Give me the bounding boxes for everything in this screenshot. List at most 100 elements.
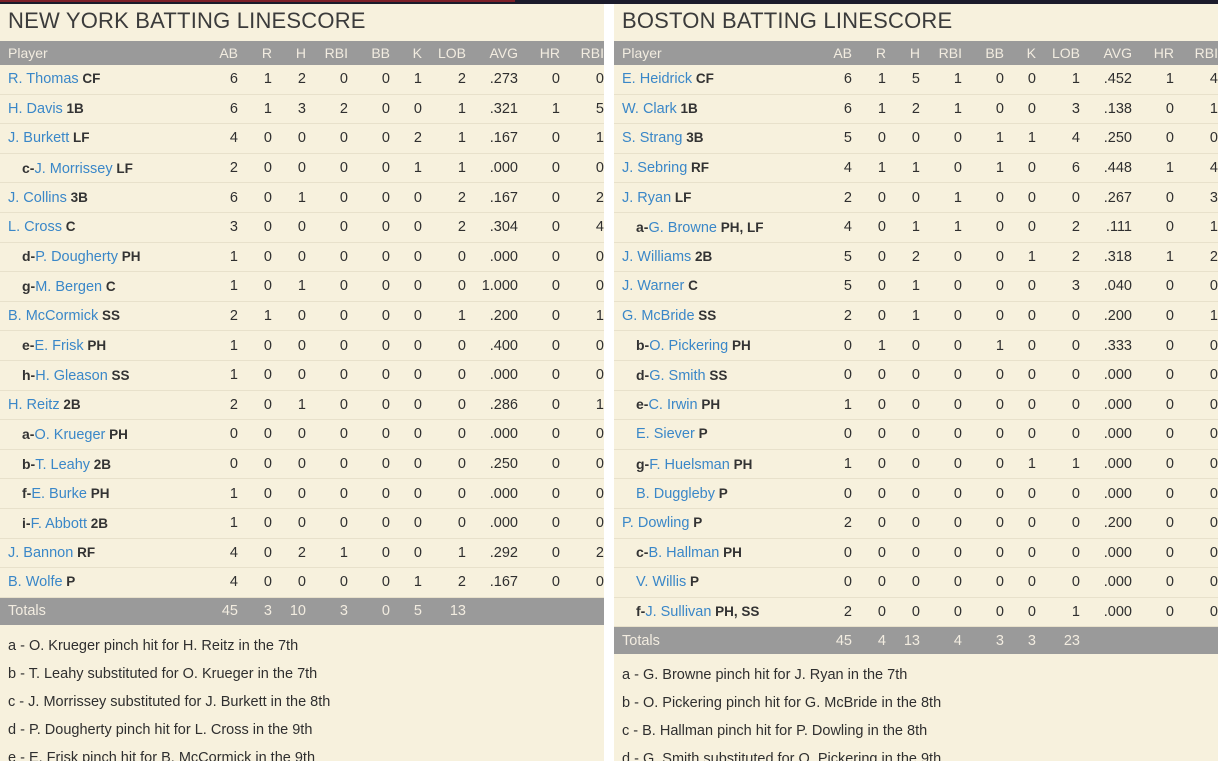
column-header-bb[interactable]: BB (348, 41, 390, 65)
table-row[interactable]: g-F. Huelsman PH 1 0 0 0 0 1 1.000 0 0 (614, 449, 1218, 480)
player-name-link[interactable]: E. Burke (31, 486, 87, 503)
table-row[interactable]: P. Dowling P 2 0 0 0 0 0 0.200 0 0 (614, 508, 1218, 539)
player-cell[interactable]: i-F. Abbott 2B (0, 508, 200, 539)
player-name-link[interactable]: B. Duggleby (636, 485, 715, 502)
player-name-link[interactable]: O. Pickering (649, 338, 729, 355)
player-cell[interactable]: E. Heidrick CF (614, 65, 814, 95)
table-row[interactable]: g-M. Bergen C 1 0 1 0 0 0 0 1.000 0 0 (0, 271, 604, 302)
column-header-player[interactable]: Player (614, 41, 814, 65)
player-cell[interactable]: J. Burkett LF (0, 123, 200, 154)
player-cell[interactable]: e-C. Irwin PH (614, 390, 814, 421)
player-cell[interactable]: h-H. Gleason SS (0, 360, 200, 391)
column-header-bb[interactable]: BB (962, 41, 1004, 65)
column-header-lob[interactable]: LOB (422, 41, 466, 65)
player-name-link[interactable]: O. Krueger (34, 426, 106, 443)
player-name-link[interactable]: J. Collins (8, 189, 67, 206)
table-row[interactable]: a-G. Browne PH, LF 4 0 1 1 0 0 2.111 0 1 (614, 212, 1218, 243)
player-name-link[interactable]: H. Gleason (35, 367, 108, 384)
player-cell[interactable]: b-O. Pickering PH (614, 330, 814, 361)
column-header-r[interactable]: R (852, 41, 886, 65)
table-row[interactable]: f-E. Burke PH 1 0 0 0 0 0 0.000 0 0 (0, 478, 604, 509)
table-row[interactable]: J. Ryan LF 2 0 0 1 0 0 0.267 0 3 (614, 182, 1218, 213)
table-row[interactable]: f-J. Sullivan PH, SS 2 0 0 0 0 0 1.000 0 0 (614, 597, 1218, 628)
table-row[interactable]: e-E. Frisk PH 1 0 0 0 0 0 0.400 0 0 (0, 330, 604, 361)
table-row[interactable]: J. Collins 3B 6 0 1 0 0 0 2.167 0 2 (0, 182, 604, 213)
player-cell[interactable]: a-G. Browne PH, LF (614, 212, 814, 243)
player-name-link[interactable]: E. Siever (636, 426, 695, 443)
table-row[interactable]: b-O. Pickering PH 0 1 0 0 1 0 0.333 0 0 (614, 330, 1218, 361)
player-name-link[interactable]: H. Reitz (8, 396, 60, 413)
player-cell[interactable]: L. Cross C (0, 212, 200, 243)
player-name-link[interactable]: J. Warner (622, 278, 685, 295)
player-cell[interactable]: J. Collins 3B (0, 182, 200, 213)
player-name-link[interactable]: J. Burkett (8, 130, 70, 147)
table-row[interactable]: R. Thomas CF 6 1 2 0 0 1 2.273 0 0 (0, 65, 604, 95)
player-name-link[interactable]: J. Williams (622, 248, 692, 265)
player-name-link[interactable]: P. Dougherty (35, 249, 118, 266)
table-row[interactable]: d-G. Smith SS 0 0 0 0 0 0 0.000 0 0 (614, 360, 1218, 391)
player-cell[interactable]: G. McBride SS (614, 301, 814, 332)
column-header-rbi-season[interactable]: RBI (560, 41, 604, 65)
player-cell[interactable]: E. Siever P (614, 419, 814, 450)
player-cell[interactable]: V. Willis P (614, 567, 814, 598)
player-cell[interactable]: W. Clark 1B (614, 94, 814, 125)
table-row[interactable]: i-F. Abbott 2B 1 0 0 0 0 0 0.000 0 0 (0, 508, 604, 539)
column-header-hr[interactable]: HR (1132, 41, 1174, 65)
player-name-link[interactable]: J. Sullivan (645, 604, 712, 621)
player-name-link[interactable]: G. Smith (649, 367, 706, 384)
player-name-link[interactable]: J. Sebring (622, 160, 688, 177)
player-name-link[interactable]: W. Clark (622, 100, 677, 117)
table-row[interactable]: B. McCormick SS 2 1 0 0 0 0 1.200 0 1 (0, 301, 604, 332)
player-name-link[interactable]: T. Leahy (35, 456, 91, 473)
player-cell[interactable]: f-J. Sullivan PH, SS (614, 597, 814, 628)
column-header-k[interactable]: K (390, 41, 422, 65)
column-header-k[interactable]: K (1004, 41, 1036, 65)
player-cell[interactable]: a-O. Krueger PH (0, 419, 200, 450)
player-name-link[interactable]: B. Wolfe (8, 574, 63, 591)
player-cell[interactable]: e-E. Frisk PH (0, 330, 200, 361)
table-row[interactable]: G. McBride SS 2 0 1 0 0 0 0.200 0 1 (614, 301, 1218, 332)
column-header-avg[interactable]: AVG (466, 41, 518, 65)
table-row[interactable]: J. Sebring RF 4 1 1 0 1 0 6.448 1 4 (614, 153, 1218, 184)
player-cell[interactable]: J. Williams 2B (614, 242, 814, 273)
column-header-player[interactable]: Player (0, 41, 200, 65)
table-row[interactable]: E. Siever P 0 0 0 0 0 0 0.000 0 0 (614, 419, 1218, 450)
player-cell[interactable]: H. Reitz 2B (0, 390, 200, 421)
column-header-h[interactable]: H (272, 41, 306, 65)
player-name-link[interactable]: B. McCormick (8, 308, 99, 325)
player-cell[interactable]: H. Davis 1B (0, 94, 200, 125)
player-cell[interactable]: B. Wolfe P (0, 567, 200, 598)
table-row[interactable]: B. Wolfe P 4 0 0 0 0 1 2.167 0 0 (0, 567, 604, 598)
player-name-link[interactable]: S. Strang (622, 130, 683, 147)
player-cell[interactable]: S. Strang 3B (614, 123, 814, 154)
table-row[interactable]: c-B. Hallman PH 0 0 0 0 0 0 0.000 0 0 (614, 538, 1218, 569)
player-cell[interactable]: g-M. Bergen C (0, 271, 200, 302)
table-row[interactable]: J. Bannon RF 4 0 2 1 0 0 1.292 0 2 (0, 538, 604, 569)
player-cell[interactable]: c-J. Morrissey LF (0, 153, 200, 184)
player-cell[interactable]: g-F. Huelsman PH (614, 449, 814, 480)
player-name-link[interactable]: R. Thomas (8, 71, 79, 88)
player-cell[interactable]: c-B. Hallman PH (614, 538, 814, 569)
table-row[interactable]: H. Davis 1B 6 1 3 2 0 0 1.321 1 5 (0, 94, 604, 125)
player-name-link[interactable]: B. Hallman (648, 545, 720, 562)
player-cell[interactable]: f-E. Burke PH (0, 478, 200, 509)
player-name-link[interactable]: P. Dowling (622, 515, 690, 532)
table-row[interactable]: e-C. Irwin PH 1 0 0 0 0 0 0.000 0 0 (614, 390, 1218, 421)
table-row[interactable]: J. Burkett LF 4 0 0 0 0 2 1.167 0 1 (0, 123, 604, 154)
table-row[interactable]: E. Heidrick CF 6 1 5 1 0 0 1.452 1 4 (614, 65, 1218, 95)
player-cell[interactable]: b-T. Leahy 2B (0, 449, 200, 480)
table-row[interactable]: H. Reitz 2B 2 0 1 0 0 0 0.286 0 1 (0, 390, 604, 421)
column-header-rbi-season[interactable]: RBI (1174, 41, 1218, 65)
player-name-link[interactable]: L. Cross (8, 219, 62, 236)
table-row[interactable]: L. Cross C 3 0 0 0 0 0 2.304 0 4 (0, 212, 604, 243)
table-row[interactable]: J. Warner C 5 0 1 0 0 0 3.040 0 0 (614, 271, 1218, 302)
player-name-link[interactable]: G. McBride (622, 308, 695, 325)
player-cell[interactable]: d-G. Smith SS (614, 360, 814, 391)
player-cell[interactable]: B. Duggleby P (614, 478, 814, 509)
column-header-lob[interactable]: LOB (1036, 41, 1080, 65)
column-header-hr[interactable]: HR (518, 41, 560, 65)
player-name-link[interactable]: G. Browne (648, 219, 717, 236)
table-row[interactable]: c-J. Morrissey LF 2 0 0 0 0 1 1.000 0 0 (0, 153, 604, 184)
table-row[interactable]: J. Williams 2B 5 0 2 0 0 1 2.318 1 2 (614, 242, 1218, 273)
column-header-rbi[interactable]: RBI (306, 41, 348, 65)
